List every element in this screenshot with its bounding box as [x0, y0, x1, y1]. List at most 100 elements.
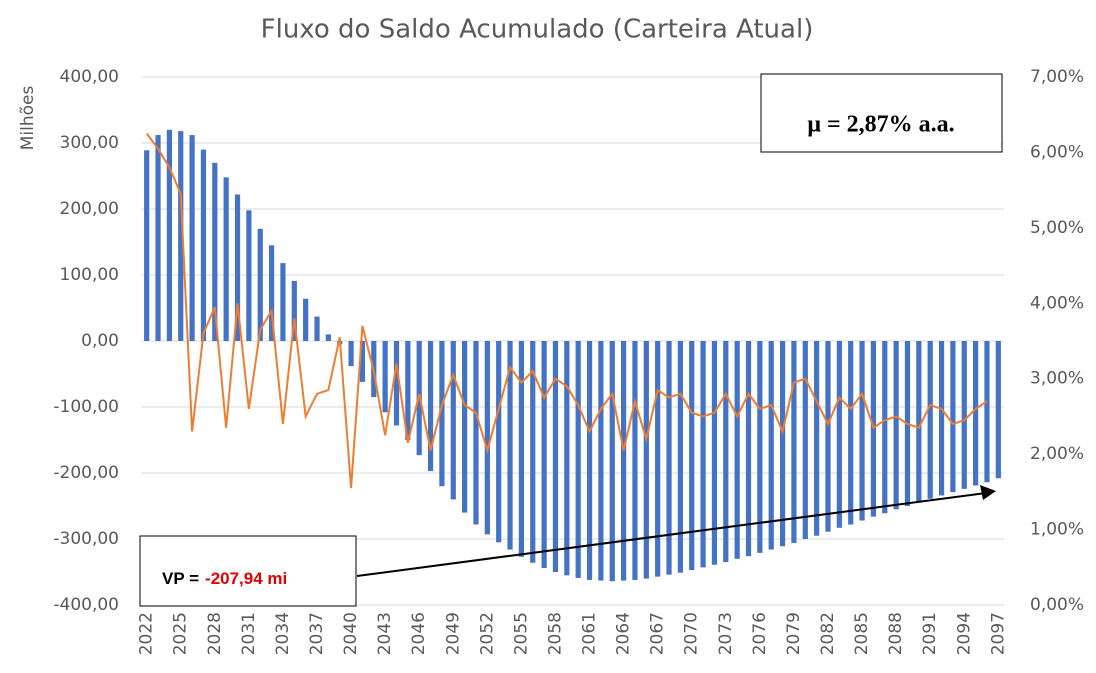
x-tick-label: 2037 — [307, 612, 327, 655]
bar — [995, 341, 1001, 479]
x-tick-label: 2079 — [784, 612, 804, 655]
bar — [530, 341, 536, 563]
bar — [325, 334, 331, 341]
bar — [916, 341, 922, 503]
x-tick-label: 2082 — [818, 612, 838, 655]
bar — [938, 341, 945, 496]
bar — [314, 316, 320, 341]
x-tick-label: 2064 — [614, 612, 634, 655]
y-axis-title: Milhões — [18, 86, 38, 151]
bar — [802, 341, 808, 539]
bar — [462, 341, 468, 513]
y-tick-label: -200,00 — [53, 463, 119, 483]
bar — [723, 341, 729, 563]
y-tick-label: 0,00 — [81, 331, 119, 351]
y2-tick-label: 1,00% — [1030, 520, 1084, 540]
bar — [893, 341, 899, 510]
y-tick-label: 400,00 — [60, 67, 119, 87]
x-tick-label: 2028 — [205, 612, 225, 655]
bar — [382, 341, 388, 413]
bar — [984, 341, 990, 483]
mu-box-frame — [760, 73, 1003, 153]
y-tick-label: -100,00 — [53, 397, 119, 417]
bar — [609, 341, 615, 582]
bar — [564, 341, 570, 576]
bar — [393, 341, 400, 426]
chart-title: Fluxo do Saldo Acumulado (Carteira Atual… — [261, 15, 814, 45]
bar — [473, 341, 479, 525]
bar — [779, 341, 786, 547]
mu-annotation: μ = 2,87% a.a. — [807, 112, 954, 138]
x-tick-label: 2034 — [273, 612, 293, 655]
bar — [677, 341, 683, 573]
x-tick-label: 2067 — [648, 612, 668, 655]
bar — [757, 341, 763, 553]
vp-value: -207,94 mi — [205, 569, 287, 588]
bar — [973, 341, 979, 486]
y2-tick-label: 6,00% — [1030, 142, 1084, 162]
bar — [632, 341, 638, 580]
bar — [496, 341, 502, 543]
x-tick-label: 2055 — [511, 612, 531, 655]
bar — [405, 341, 411, 440]
y-tick-label: 300,00 — [60, 133, 119, 153]
bar — [700, 341, 706, 568]
bar — [246, 210, 252, 341]
y-tick-label: -400,00 — [53, 595, 119, 615]
bar — [586, 341, 593, 580]
bar — [836, 341, 842, 528]
bar — [359, 341, 366, 382]
x-tick-label: 2043 — [375, 612, 395, 655]
bar — [291, 280, 297, 341]
bar — [189, 135, 195, 341]
x-tick-label: 2049 — [443, 612, 463, 655]
bar — [950, 341, 956, 493]
x-tick-label: 2091 — [920, 612, 940, 655]
vp-label: VP = — [162, 569, 199, 588]
y2-tick-label: 7,00% — [1030, 67, 1084, 87]
y2-tick-label: 3,00% — [1030, 369, 1084, 389]
bar — [643, 341, 649, 579]
bar — [439, 341, 445, 487]
vp-arrow — [356, 492, 987, 577]
vp-annotation: VP = -207,94 mi — [162, 569, 287, 588]
bar — [927, 341, 933, 499]
bar — [507, 341, 513, 550]
bar — [598, 341, 604, 581]
bar — [200, 149, 207, 341]
bar — [689, 341, 695, 571]
y-tick-label: 100,00 — [60, 265, 119, 285]
bar — [280, 263, 286, 341]
x-tick-label: 2022 — [137, 612, 157, 655]
x-tick-label: 2025 — [171, 612, 191, 655]
bar — [541, 341, 547, 569]
bar — [711, 341, 718, 565]
x-tick-label: 2094 — [954, 612, 974, 655]
bar — [427, 341, 434, 472]
x-tick-label: 2070 — [682, 612, 702, 655]
vp-box — [139, 535, 357, 607]
bar — [666, 341, 672, 575]
bar — [178, 131, 184, 341]
bar — [791, 341, 797, 543]
y2-tick-label: 2,00% — [1030, 444, 1084, 464]
bar — [575, 341, 581, 578]
y-tick-label: 200,00 — [60, 199, 119, 219]
y2-tick-label: 0,00% — [1030, 595, 1084, 615]
bar — [882, 341, 888, 514]
x-tick-label: 2058 — [545, 612, 565, 655]
bar — [257, 228, 263, 341]
bar — [303, 298, 309, 341]
vp-arrowhead — [980, 485, 996, 500]
x-tick-label: 2085 — [852, 612, 872, 655]
x-tick-label: 2061 — [580, 612, 600, 655]
bar — [518, 341, 525, 557]
x-tick-label: 2031 — [239, 612, 259, 655]
bar — [212, 162, 218, 341]
x-tick-label: 2088 — [886, 612, 906, 655]
x-tick-label: 2097 — [988, 612, 1008, 655]
bar — [859, 341, 865, 521]
bar — [144, 150, 150, 341]
bar — [620, 341, 627, 581]
